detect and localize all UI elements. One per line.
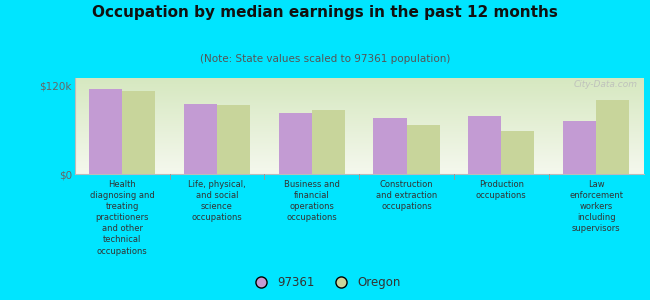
Text: Production
occupations: Production occupations xyxy=(476,180,526,200)
Text: City-Data.com: City-Data.com xyxy=(574,80,638,89)
Bar xyxy=(217,105,250,174)
Bar xyxy=(501,131,534,174)
Bar xyxy=(373,118,406,174)
Text: (Note: State values scaled to 97361 population): (Note: State values scaled to 97361 popu… xyxy=(200,54,450,64)
Bar xyxy=(89,89,122,174)
Bar xyxy=(279,113,312,174)
Bar xyxy=(312,110,345,174)
Legend: 97361, Oregon: 97361, Oregon xyxy=(244,272,406,294)
Bar xyxy=(596,100,629,174)
Bar xyxy=(468,116,501,174)
Text: Business and
financial
operations
occupations: Business and financial operations occupa… xyxy=(284,180,340,222)
Bar xyxy=(122,91,155,174)
Bar xyxy=(406,124,439,174)
Text: Occupation by median earnings in the past 12 months: Occupation by median earnings in the pas… xyxy=(92,4,558,20)
Text: Health
diagnosing and
treating
practitioners
and other
technical
occupations: Health diagnosing and treating practitio… xyxy=(90,180,155,256)
Text: Life, physical,
and social
science
occupations: Life, physical, and social science occup… xyxy=(188,180,246,222)
Bar xyxy=(184,104,217,174)
Text: Construction
and extraction
occupations: Construction and extraction occupations xyxy=(376,180,437,211)
Bar xyxy=(563,121,596,174)
Text: Law
enforcement
workers
including
supervisors: Law enforcement workers including superv… xyxy=(569,180,623,233)
